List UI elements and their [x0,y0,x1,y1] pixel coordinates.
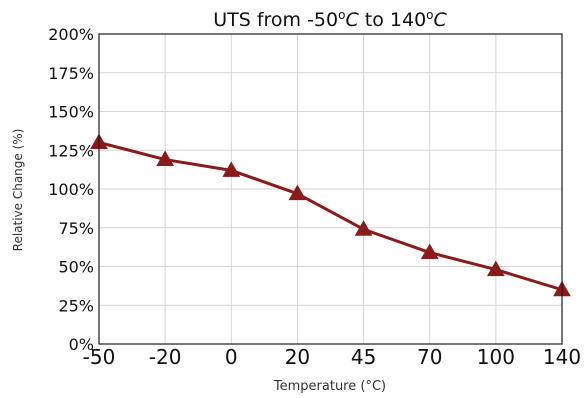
x-tick-label: 100 [477,345,515,369]
data-point [486,260,505,277]
plot-frame [98,33,563,345]
x-tick-label: 20 [285,345,310,369]
grid [98,33,563,345]
x-tick-label: -20 [149,345,182,369]
x-tick-label: -50 [83,345,116,369]
data-point [156,150,175,167]
x-tick-labels: -50 -20 0 20 45 70 100 140 [83,345,581,369]
y-tick-label: 0% [69,335,94,354]
y-tick-label: 150% [48,103,94,122]
series-line [98,141,563,292]
x-tick-label: 45 [351,345,376,369]
y-tick-label: 175% [48,64,94,83]
x-tick-label: 140 [543,345,581,369]
chart-title: UTS from -50oC to 140oC [213,8,447,31]
data-point [420,243,439,260]
x-axis-label: Temperature (°C) [273,379,386,394]
data-point [288,184,307,201]
y-tick-label: 100% [48,180,94,199]
y-tick-label: 200% [48,25,94,44]
y-tick-labels: 0% 25% 50% 75% 100% 125% 150% 175% 200% [48,25,94,354]
y-axis-label: Relative Change (%) [11,129,25,252]
y-tick-label: 75% [58,219,94,238]
y-tick-label: 125% [48,141,94,160]
data-series [90,133,571,297]
x-tick-label: 0 [225,345,238,369]
y-tick-label: 50% [58,258,94,277]
x-tick-label: 70 [417,345,442,369]
y-tick-label: 25% [58,296,94,315]
data-point [222,161,241,177]
data-point [354,220,373,236]
